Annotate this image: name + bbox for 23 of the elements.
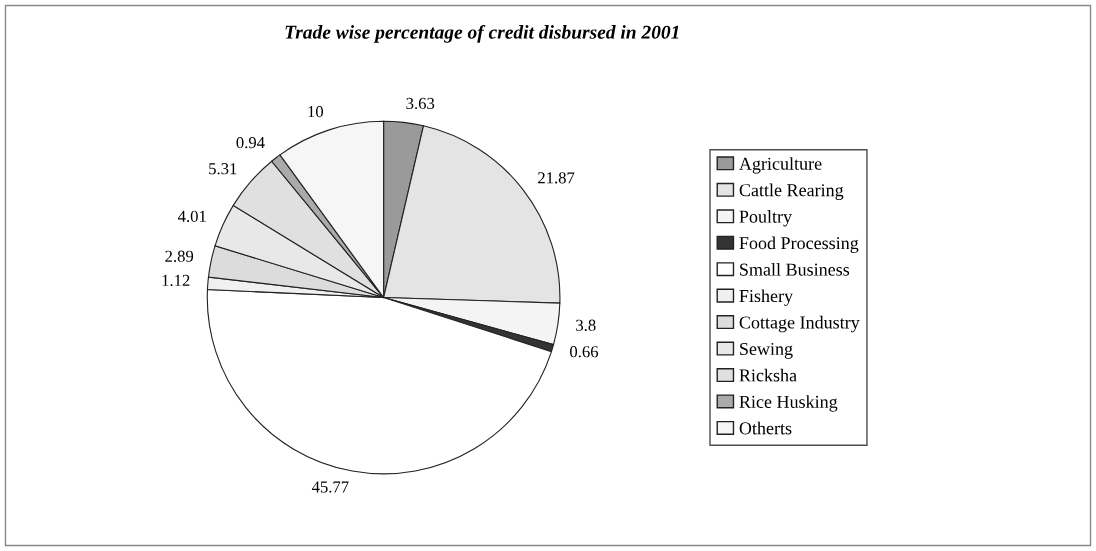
data-label: 1.12 xyxy=(162,274,190,287)
data-label: 0.94 xyxy=(236,136,265,149)
data-label: 0.66 xyxy=(570,346,599,358)
legend-label: Poultry xyxy=(739,210,792,227)
legend-label: Food Processing xyxy=(739,236,859,253)
data-label: 45.77 xyxy=(311,481,349,493)
legend-label: Cottage Industry xyxy=(739,315,860,333)
legend-label: Sewing xyxy=(740,342,793,359)
data-label: 21.87 xyxy=(538,172,575,184)
legend-label: Agriculture xyxy=(739,157,822,174)
data-label: 5.31 xyxy=(209,163,237,175)
legend-label: Cattle Rearing xyxy=(739,183,844,201)
legend-label: Rice Husking xyxy=(739,395,838,412)
data-label: 2.89 xyxy=(165,250,194,262)
data-label: 10 xyxy=(308,106,324,118)
data-label: 3.63 xyxy=(406,97,435,110)
legend-label: Otherts xyxy=(739,421,792,435)
chart-title: Trade wise percentage of credit disbursed in 2001 xyxy=(285,24,679,43)
data-label: 3.8 xyxy=(576,319,596,331)
data-label: 4.01 xyxy=(177,210,206,223)
legend-label: Small Business xyxy=(740,262,850,276)
legend-label: Fishery xyxy=(739,289,793,306)
legend-label: Ricksha xyxy=(739,368,797,382)
